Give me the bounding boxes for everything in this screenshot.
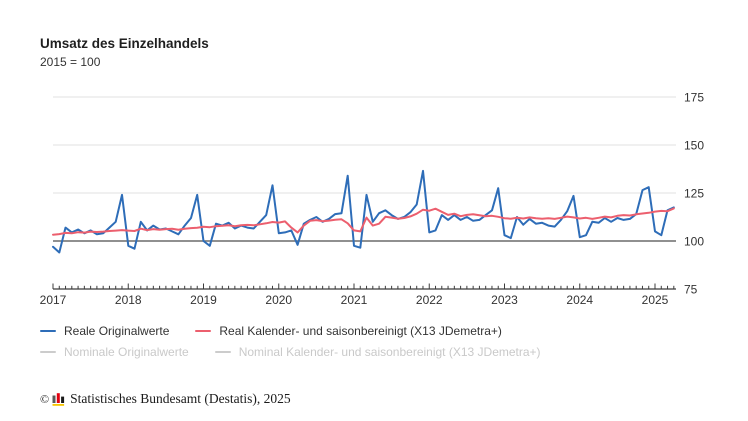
legend-label-real-saisonbereinigt: Real Kalender- und saisonbereinigt (X13 … [219,324,502,338]
x-axis-label-2022: 2022 [416,293,443,307]
legend-row-real: Reale Originalwerte Real Kalender- und s… [40,324,541,338]
legend-row-nominal: Nominale Originalwerte Nominal Kalender-… [40,345,541,359]
series-line-reale-originalwerte [52,169,675,254]
series-line-real-kalender-und-saisonbereinigt-x13-jdemetra- [52,207,675,236]
legend-swatch-reale-originalwerte [40,329,56,333]
legend-item-real-saisonbereinigt[interactable]: Real Kalender- und saisonbereinigt (X13 … [195,324,502,338]
legend-label-nominal-saisonbereinigt: Nominal Kalender- und saisonbereinigt (X… [238,345,541,359]
legend-swatch-real-saisonbereinigt [195,329,212,333]
x-axis-label-2020: 2020 [265,293,292,307]
x-axis-label-2018: 2018 [115,293,142,307]
x-axis-label-2019: 2019 [190,293,217,307]
x-axis-label-2025: 2025 [642,293,669,307]
y-axis-label-175: 175 [684,91,704,105]
footer: © Statistisches Bundesamt (Destatis), 20… [40,391,291,407]
legend-label-nominale-originalwerte: Nominale Originalwerte [64,345,189,359]
y-axis-label-75: 75 [684,283,698,297]
copyright-symbol: © [40,391,50,406]
chart-legend: Reale Originalwerte Real Kalender- und s… [40,324,541,359]
legend-label-reale-originalwerte: Reale Originalwerte [64,324,170,338]
y-axis-label-125: 125 [684,187,704,201]
x-axis-label-2023: 2023 [491,293,518,307]
x-axis-label-2021: 2021 [341,293,368,307]
chart-svg: 175 150 125 100 75 2017 2018 2019 2020 2021 2022 20… [40,91,705,308]
y-axis-label-150: 150 [684,139,704,153]
destatis-logo-icon [52,393,65,406]
y-axis-label-100: 100 [684,235,704,249]
legend-item-reale-originalwerte[interactable]: Reale Originalwerte [40,324,169,338]
legend-swatch-nominal-saisonbereinigt [214,350,231,354]
x-axis-label-2024: 2024 [566,293,593,307]
legend-item-nominale-originalwerte[interactable]: Nominale Originalwerte [40,345,189,359]
footer-text: Statistisches Bundesamt (Destatis), 2025 [70,391,291,406]
chart-title: Umsatz des Einzelhandels [40,36,209,51]
legend-swatch-nominale-originalwerte [40,350,56,354]
chart-subtitle: 2015 = 100 [40,55,101,69]
plot-area: 175 150 125 100 75 2017 2018 2019 2020 2021 2022 20… [40,91,705,308]
x-axis-label-2017: 2017 [40,293,67,307]
legend-item-nominal-saisonbereinigt[interactable]: Nominal Kalender- und saisonbereinigt (X… [214,345,541,359]
